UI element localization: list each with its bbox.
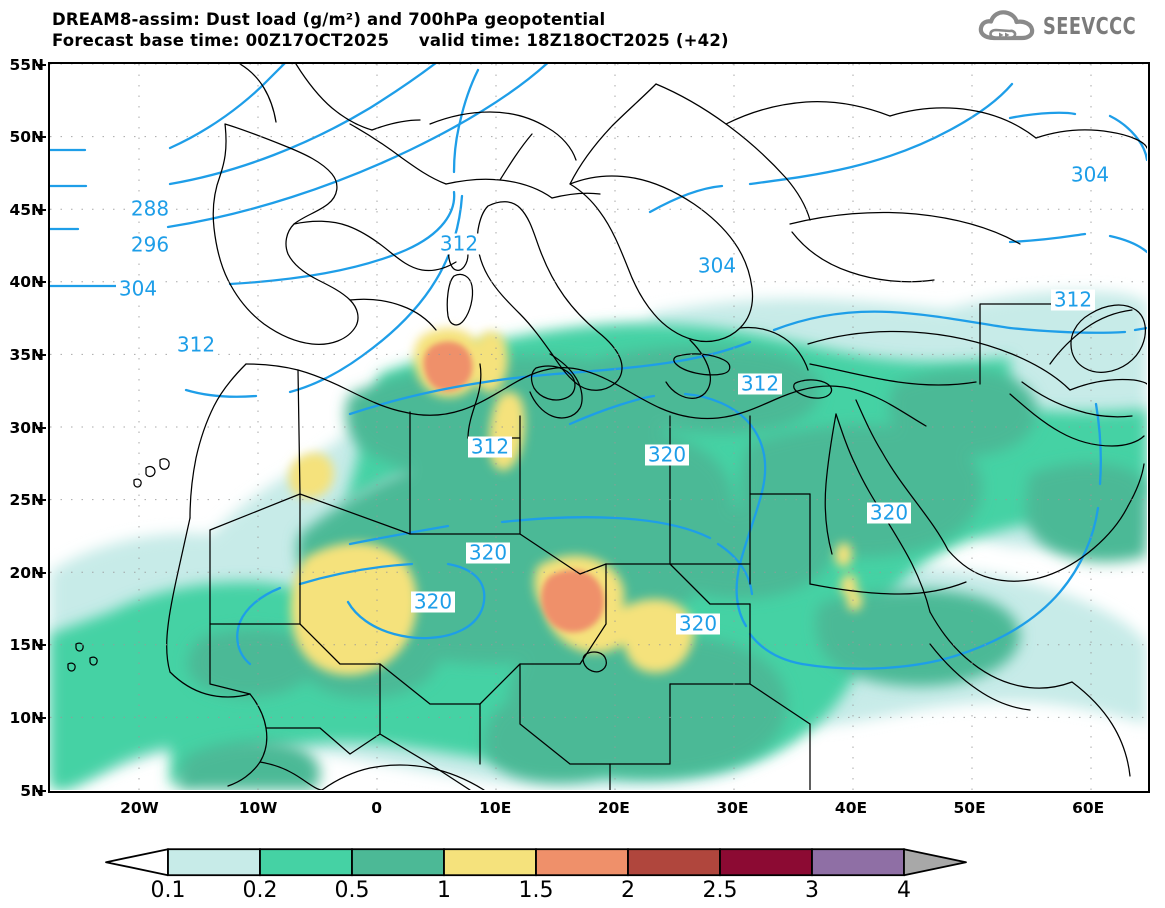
x-tick-label: 20E: [597, 799, 630, 817]
y-tick-label: 15N: [9, 636, 44, 655]
x-tick-label: 20W: [120, 799, 159, 817]
colorbar-tick-label: 0.5: [334, 878, 370, 903]
svg-text:304: 304: [1071, 163, 1109, 187]
x-tick-label: 40E: [834, 799, 868, 817]
y-tick-label: 50N: [9, 128, 44, 147]
y-tick-mark: [36, 281, 46, 284]
contour-labels: 288 296 304 312 312 304 304 312 312 312 320 320 320 3…: [116, 163, 1112, 636]
svg-text:320: 320: [414, 590, 452, 614]
contour-label: 296: [128, 233, 172, 257]
y-tick-mark: [36, 63, 46, 66]
colorbar-tick-labels: 0.1 0.2 0.5 1 1.5 2 2.5 3 4: [151, 878, 998, 908]
contour-label: 320: [867, 501, 911, 525]
contour-label: 320: [466, 541, 510, 565]
colorbar-tick-label: 0.1: [150, 878, 186, 903]
colorbar-tick-label: 2.5: [702, 878, 738, 903]
svg-text:312: 312: [177, 333, 215, 357]
contour-label: 304: [1068, 163, 1112, 187]
y-tick-mark: [36, 644, 46, 647]
colorbar-swatches[interactable]: [103, 848, 1063, 878]
y-tick-label: 30N: [9, 418, 44, 437]
svg-text:312: 312: [1054, 288, 1092, 312]
y-tick-mark: [36, 716, 46, 719]
y-tick-label: 45N: [9, 200, 44, 219]
contour-label: 304: [695, 254, 739, 278]
svg-text:312: 312: [741, 372, 779, 396]
dust-fill-1p0: [288, 328, 863, 676]
y-tick-label: 55N: [9, 55, 44, 74]
geopotential-contours: [50, 64, 1147, 670]
y-tick-label: 20N: [9, 563, 44, 582]
colorbar-segment[interactable]: [811, 848, 905, 877]
colorbar-under-cap[interactable]: [105, 848, 169, 877]
colorbar-tick-label: 0.2: [242, 878, 278, 903]
svg-text:288: 288: [131, 197, 169, 221]
y-tick-label: 35N: [9, 345, 44, 364]
forecast-time-line: Forecast base time: 00Z17OCT2025 valid t…: [52, 31, 729, 51]
svg-text:320: 320: [870, 501, 908, 525]
colorbar[interactable]: 0.1 0.2 0.5 1 1.5 2 2.5 3 4: [105, 848, 998, 903]
contour-label: 320: [645, 443, 689, 467]
contour-label: 312: [174, 333, 218, 357]
svg-text:320: 320: [679, 612, 717, 636]
svg-text:304: 304: [698, 254, 736, 278]
map-plot-area[interactable]: 288 296 304 312 312 304 304 312 312 312 320 320 320 3…: [48, 62, 1150, 793]
seevccc-logo: SEEVCCC: [978, 10, 1151, 44]
colorbar-tick-label: 4: [897, 878, 911, 903]
colorbar-segment[interactable]: [443, 848, 537, 877]
colorbar-tick-label: 1.5: [518, 878, 554, 903]
dust-load-map: 288 296 304 312 312 304 304 312 312 312 320 320 320 3…: [50, 64, 1147, 790]
contour-label: 312: [1051, 288, 1095, 312]
contour-label: 304: [116, 277, 160, 301]
svg-text:312: 312: [471, 435, 509, 459]
title-block: DREAM8-assim: Dust load (g/m²) and 700hP…: [52, 9, 729, 51]
svg-text:320: 320: [469, 541, 507, 565]
logo-text: SEEVCCC: [1042, 14, 1136, 40]
colorbar-tick-label: 2: [621, 878, 635, 903]
colorbar-over-cap[interactable]: [903, 848, 967, 877]
coastlines-and-borders: [67, 64, 1147, 790]
grid-lines: [50, 64, 1147, 790]
y-tick-mark: [36, 499, 46, 502]
y-tick-mark: [36, 426, 46, 429]
svg-text:296: 296: [131, 233, 169, 257]
contour-label: 288: [128, 197, 172, 221]
contour-label: 312: [437, 232, 481, 256]
y-tick-label: 5N: [20, 781, 44, 800]
colorbar-segment[interactable]: [535, 848, 629, 877]
y-tick-mark: [36, 136, 46, 139]
y-tick-label: 40N: [9, 273, 44, 292]
contour-label: 312: [738, 372, 782, 396]
x-tick-label: 30E: [716, 799, 749, 817]
x-tick-label: 50E: [953, 799, 986, 817]
contour-label: 320: [676, 612, 720, 636]
x-tick-label: 10E: [479, 799, 512, 817]
colorbar-segment[interactable]: [259, 848, 353, 877]
colorbar-segment[interactable]: [719, 848, 813, 877]
svg-text:320: 320: [648, 443, 686, 467]
page-title: DREAM8-assim: Dust load (g/m²) and 700hP…: [52, 10, 606, 29]
x-tick-label: 0: [371, 799, 383, 817]
y-tick-mark: [36, 208, 46, 211]
x-tick-label: 10W: [238, 799, 278, 817]
svg-text:312: 312: [440, 232, 478, 256]
x-tick-label: 60E: [1072, 799, 1105, 817]
y-tick-label: 25N: [9, 491, 44, 510]
colorbar-segment[interactable]: [627, 848, 721, 877]
y-tick-mark: [36, 353, 46, 356]
colorbar-segment[interactable]: [351, 848, 445, 877]
contour-label: 320: [411, 590, 455, 614]
y-tick-mark: [36, 789, 46, 792]
colorbar-tick-label: 3: [805, 878, 819, 903]
contour-label: 312: [468, 435, 512, 459]
y-tick-mark: [36, 571, 46, 574]
cloud-icon: [978, 10, 1034, 41]
svg-text:304: 304: [119, 277, 157, 301]
colorbar-tick-label: 1: [437, 878, 451, 903]
colorbar-segment[interactable]: [167, 848, 261, 877]
y-tick-label: 10N: [9, 708, 44, 727]
